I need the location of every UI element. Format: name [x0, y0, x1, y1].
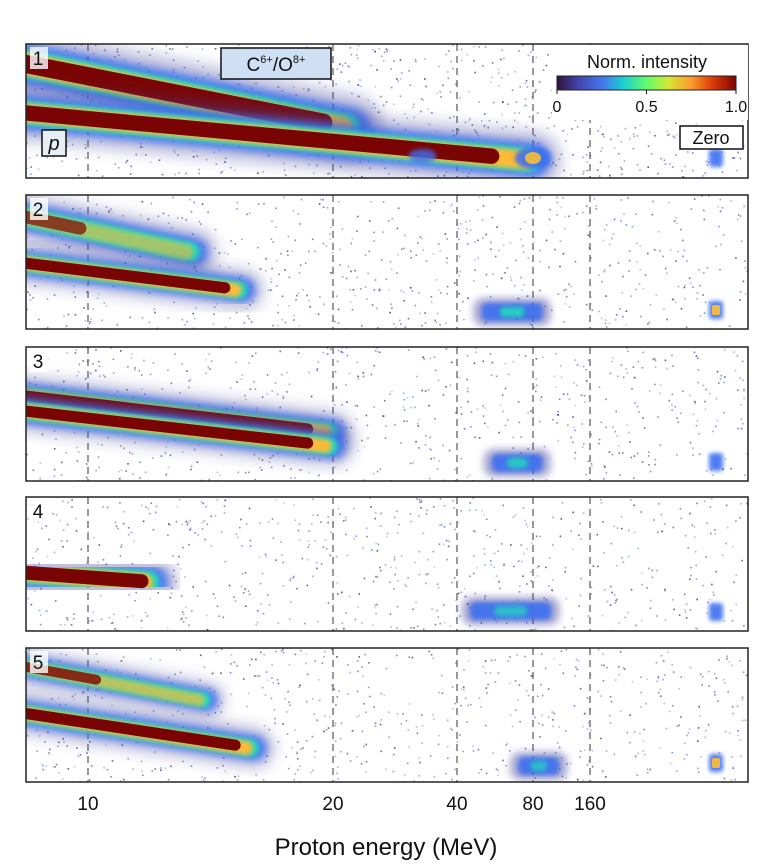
- panel-1-number-bg: [30, 47, 48, 69]
- panel-1-zero-spot: [709, 149, 723, 167]
- panel-4-proton-trace-core: [26, 565, 149, 589]
- zero-label-box: [679, 125, 744, 150]
- panel-5-plot: [26, 648, 748, 782]
- panel-5-frame: [25, 647, 749, 783]
- panels-layer: 1 2 3 4 5: [25, 43, 749, 783]
- panel-4-plot: [26, 497, 748, 631]
- ion-species-sup: 6+: [260, 54, 273, 66]
- panel-2: 2: [25, 194, 749, 330]
- panel-5-number-bg: [30, 651, 48, 673]
- ion-species2-sup: 8+: [293, 54, 306, 66]
- panel-2-proton-trace-core: [26, 257, 231, 294]
- panel-3-number-bg: [30, 350, 48, 372]
- zero-label: Zero: [692, 128, 729, 148]
- panel-5-zero-spot: [709, 754, 723, 772]
- x-tick-label-40: 40: [446, 794, 467, 815]
- panel-4-frame: [25, 496, 749, 632]
- panel-2-proton-trace: [26, 242, 264, 311]
- colorbar-title: Norm. intensity: [587, 52, 707, 72]
- panel-2-high-energy-spot: [473, 298, 551, 326]
- x-tick-label-10: 10: [77, 794, 98, 815]
- colorbar-ticks: 0 0.5 1.0: [553, 90, 747, 116]
- panel-4-high-energy-spot: [461, 597, 560, 625]
- ion-species-text: C: [247, 55, 261, 76]
- x-axis: Proton energy (MeV) 10 20 40 80 160: [77, 794, 605, 861]
- panel-5: 5: [25, 647, 749, 783]
- panel-2-number: 2: [33, 200, 44, 221]
- x-tick-label-20: 20: [322, 794, 343, 815]
- ion-label-box: [220, 47, 332, 80]
- x-axis-label: Proton energy (MeV): [275, 834, 498, 861]
- colorbar: Norm. intensity 0 0.5 1.0: [552, 45, 748, 120]
- panel-4-zero-spot: [709, 603, 723, 621]
- panel-3-high-energy-spot-core: [507, 458, 528, 468]
- proton-label-box: [41, 129, 67, 157]
- panel-1-number: 1: [33, 49, 44, 70]
- panel-3-high-energy-spot: [483, 449, 551, 477]
- panel-3-zero-spot: [709, 453, 723, 471]
- panel-1-proton-trace-core: [26, 105, 500, 164]
- panel-3-number: 3: [33, 352, 44, 373]
- panel-4: 4: [25, 496, 749, 632]
- ion-separator: /O: [273, 55, 293, 76]
- panel-5-proton-trace: [26, 692, 275, 769]
- panel-4-number-bg: [30, 500, 48, 522]
- panel-2-number-bg: [30, 198, 48, 220]
- panel-2-frame: [25, 194, 749, 330]
- panel-3: 3: [25, 346, 749, 482]
- panel-5-proton-trace-core: [26, 707, 241, 751]
- ion-label: C6+/O8+: [247, 54, 306, 76]
- panel-3-proton-trace: [26, 390, 354, 467]
- panel-5-number: 5: [33, 653, 44, 674]
- panel-2-ion-trace: [26, 195, 218, 276]
- colorbar-tick-label-2: 1.0: [725, 99, 747, 116]
- panel-5-ion-trace-core: [26, 661, 102, 685]
- panel-3-plot: [26, 347, 748, 481]
- panel-4-high-energy-spot-core: [494, 606, 527, 616]
- panel-5-high-energy-spot-core: [530, 761, 547, 771]
- colorbar-tick-label-1: 0.5: [635, 99, 657, 116]
- colorbar-tick-label-0: 0: [553, 99, 562, 116]
- panel-1-proton-trace: [26, 84, 562, 178]
- x-tick-label-160: 160: [574, 794, 606, 815]
- panel-3-proton-trace-core: [26, 405, 314, 449]
- panel-4-number: 4: [33, 502, 44, 523]
- panel-1-proton-tail: [408, 149, 437, 163]
- annotations: C6+/O8+ p Zero: [41, 47, 744, 157]
- panel-3-frame: [25, 346, 749, 482]
- panel-1-proton-endpoint-core: [525, 152, 541, 164]
- proton-label: p: [47, 133, 59, 155]
- panel-2-high-energy-spot-core: [499, 307, 525, 317]
- colorbar-gradient: [556, 75, 737, 91]
- panel-2-zero-spot: [709, 301, 723, 319]
- panel-4-proton-trace: [26, 546, 179, 608]
- panel-2-plot: [26, 195, 748, 329]
- panel-5-high-energy-spot: [510, 752, 568, 780]
- x-tick-label-80: 80: [522, 794, 543, 815]
